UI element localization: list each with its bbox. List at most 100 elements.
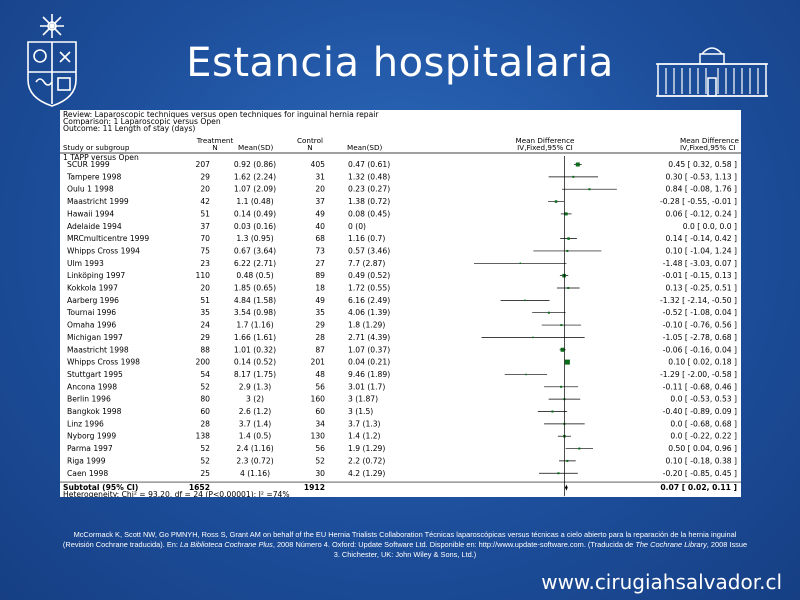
effect-marker xyxy=(572,175,575,178)
mean-difference-ci: -1.32 [ -2.14, -0.50 ] xyxy=(660,296,737,305)
study-name: Tampere 1998 xyxy=(66,172,121,181)
citation: McCormack K, Scott NW, Go PMNYH, Ross S,… xyxy=(60,530,750,560)
mean-difference-ci: 0.30 [ -0.53, 1.13 ] xyxy=(666,172,737,181)
citation-part: , 2008 Número 4. Oxford: Update Software… xyxy=(272,540,636,549)
mean-difference-ci: -1.48 [ -3.03, 0.07 ] xyxy=(663,259,737,268)
study-name: Ancona 1998 xyxy=(67,382,117,391)
review-label: Review: Laparoscopic techniques versus o… xyxy=(63,110,379,119)
effect-marker xyxy=(525,373,527,376)
treatment-mean-sd: 1.07 (2.09) xyxy=(234,185,276,194)
control-mean-sd: 3.01 (1.7) xyxy=(348,382,385,391)
treatment-n: 138 xyxy=(196,432,211,441)
effect-marker xyxy=(566,249,569,252)
study-name: Oulu 1 1998 xyxy=(67,185,114,194)
website-url: www.cirugiahsalvador.cl xyxy=(541,570,782,594)
treatment-mean-sd: 2.9 (1.3) xyxy=(239,382,272,391)
study-name: Parma 1997 xyxy=(67,444,113,453)
study-name: Maastricht 1998 xyxy=(67,345,129,354)
study-name: Adelaide 1994 xyxy=(67,222,122,231)
control-mean-sd: 3 (1.5) xyxy=(348,407,373,416)
treatment-mean-sd: 0.14 (0.49) xyxy=(234,209,276,218)
control-mean-sd: 1.32 (0.48) xyxy=(348,172,390,181)
treatment-mean-sd: 0.48 (0.5) xyxy=(236,271,273,280)
control-n: 34 xyxy=(315,419,325,428)
citation-italic: La Biblioteca Cochrane Plus xyxy=(179,540,273,549)
control-mean-sd: 3.7 (1.3) xyxy=(348,419,381,428)
mean-difference-ci: 0.14 [ -0.14, 0.42 ] xyxy=(666,234,737,243)
control-mean-sd: 1.38 (0.72) xyxy=(348,197,390,206)
citation-part: , 2008 Issue 3. Chichester, UK: John Wil… xyxy=(333,540,748,559)
treatment-mean-sd: 2.6 (1.2) xyxy=(239,407,272,416)
effect-marker xyxy=(575,162,580,167)
control-mean-sd: 1.8 (1.29) xyxy=(348,321,385,330)
effect-marker xyxy=(519,262,521,265)
treatment-n: 20 xyxy=(200,284,210,293)
outcome-label: Outcome: 11 Length of stay (days) xyxy=(63,124,195,133)
effect-marker xyxy=(524,299,526,302)
mean-difference-ci: 0.0 [ -0.68, 0.68 ] xyxy=(670,419,737,428)
treatment-n: 207 xyxy=(196,160,211,169)
control-n: 52 xyxy=(315,456,325,465)
mean-difference-ci: -0.10 [ -0.76, 0.56 ] xyxy=(663,321,737,330)
mean-difference-ci: 0.0 [ 0.0, 0.0 ] xyxy=(683,222,737,231)
effect-marker xyxy=(567,287,570,289)
control-mean-sd: 3 (1.87) xyxy=(348,395,378,404)
treatment-mean-sd: 0.03 (0.16) xyxy=(234,222,276,231)
effect-marker xyxy=(554,200,558,203)
study-name: MRCmulticentre 1999 xyxy=(67,234,149,243)
effect-marker xyxy=(560,385,563,388)
mean-difference-ci: 0.45 [ 0.32, 0.58 ] xyxy=(668,160,737,169)
control-n: 18 xyxy=(315,284,325,293)
subtotal-treatment-n: 1652 xyxy=(189,483,210,492)
control-n: 31 xyxy=(315,172,325,181)
treatment-n: 54 xyxy=(200,370,210,379)
control-mean-sd: 0.57 (3.46) xyxy=(348,246,390,255)
study-name: Nyborg 1999 xyxy=(67,432,116,441)
control-n: 56 xyxy=(315,444,325,453)
treatment-mean-sd: 1.85 (0.65) xyxy=(234,284,276,293)
study-name: Linköping 1997 xyxy=(67,271,125,280)
mean-difference-ci: -1.05 [ -2.78, 0.68 ] xyxy=(663,333,737,342)
control-n: 20 xyxy=(315,185,325,194)
control-mean-sd: 6.16 (2.49) xyxy=(348,296,390,305)
subtotal-diamond xyxy=(564,484,568,491)
treatment-mean-sd: 6.22 (2.71) xyxy=(234,259,276,268)
study-name: Kokkola 1997 xyxy=(67,284,118,293)
study-name: Hawaii 1994 xyxy=(67,209,114,218)
treatment-n: 29 xyxy=(200,172,210,181)
control-mean-sd: 1.4 (1.2) xyxy=(348,432,381,441)
control-n: 29 xyxy=(315,321,325,330)
mean-difference-ci: 0.50 [ 0.04, 0.96 ] xyxy=(668,444,737,453)
header-control-n: N xyxy=(307,143,312,152)
control-n: 201 xyxy=(311,358,326,367)
control-n: 28 xyxy=(315,333,325,342)
control-n: 48 xyxy=(315,370,325,379)
control-mean-sd: 0.04 (0.21) xyxy=(348,358,390,367)
treatment-mean-sd: 1.3 (0.95) xyxy=(236,234,273,243)
treatment-n: 51 xyxy=(200,296,210,305)
treatment-mean-sd: 1.66 (1.61) xyxy=(234,333,276,342)
study-name: Riga 1999 xyxy=(67,456,106,465)
study-name: Whipps Cross 1998 xyxy=(67,358,140,367)
header-md-sub: IV,Fixed,95% CI xyxy=(517,143,573,152)
control-n: 160 xyxy=(311,395,326,404)
header-study: Study or subgroup xyxy=(63,143,130,152)
treatment-n: 52 xyxy=(200,444,210,453)
citation-part: McCormack K, Scott NW, Go PMNYH, Ross S,… xyxy=(62,530,737,549)
university-logo xyxy=(22,10,82,110)
mean-difference-ci: -0.52 [ -1.08, 0.04 ] xyxy=(663,308,737,317)
effect-marker xyxy=(532,336,534,339)
header-treatment-mean: Mean(SD) xyxy=(238,143,273,152)
mean-difference-ci: 0.13 [ -0.25, 0.51 ] xyxy=(666,284,737,293)
header-control: Control xyxy=(297,136,323,145)
treatment-mean-sd: 4.84 (1.58) xyxy=(234,296,276,305)
study-name: Linz 1996 xyxy=(67,419,104,428)
treatment-n: 110 xyxy=(196,271,211,280)
effect-marker xyxy=(566,459,569,462)
treatment-mean-sd: 3.54 (0.98) xyxy=(234,308,276,317)
study-name: Ulm 1993 xyxy=(67,259,104,268)
control-mean-sd: 0.49 (0.52) xyxy=(348,271,390,280)
control-mean-sd: 9.46 (1.89) xyxy=(348,370,390,379)
treatment-mean-sd: 2.3 (0.72) xyxy=(236,456,273,465)
control-mean-sd: 7.7 (2.87) xyxy=(348,259,385,268)
